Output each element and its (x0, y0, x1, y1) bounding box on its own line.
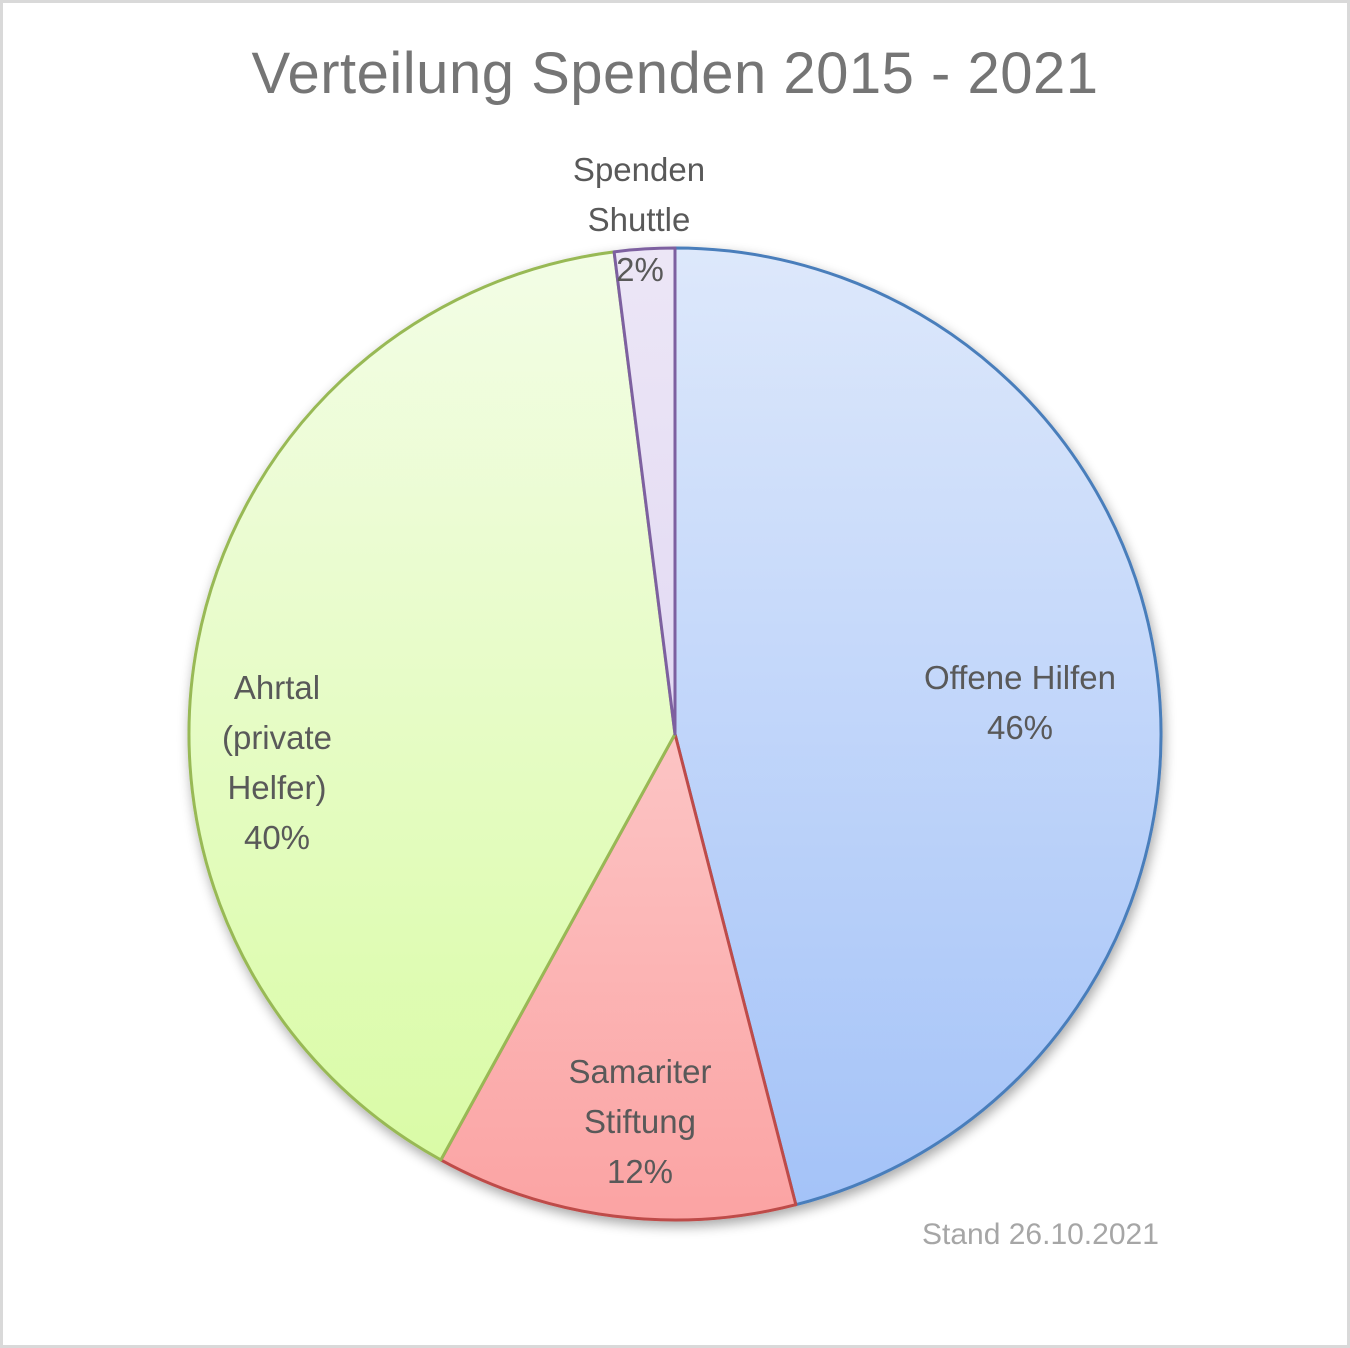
category-label-spenden-shuttle: Spenden Shuttle (572, 151, 706, 238)
data-label-spenden-shuttle: 2% (616, 251, 664, 288)
data-label-samariter-stiftung: Samariter Stiftung 12% (568, 1053, 712, 1190)
status-date-note: Stand 26.10.2021 (922, 1218, 1159, 1251)
data-label-ahrtal-private-helfer: Ahrtal (private Helfer) 40% (221, 669, 333, 856)
data-label-offene-hilfen: Offene Hilfen 46% (923, 659, 1117, 746)
pie-slice-ahrtal-private-helfer (187, 250, 677, 1162)
pie-slice-offene-hilfen (673, 246, 1163, 1207)
pie-slice-spenden-shuttle (612, 246, 677, 736)
pie-slice-samariter-stiftung (439, 732, 798, 1222)
chart-title: Verteilung Spenden 2015 - 2021 (251, 41, 1099, 106)
